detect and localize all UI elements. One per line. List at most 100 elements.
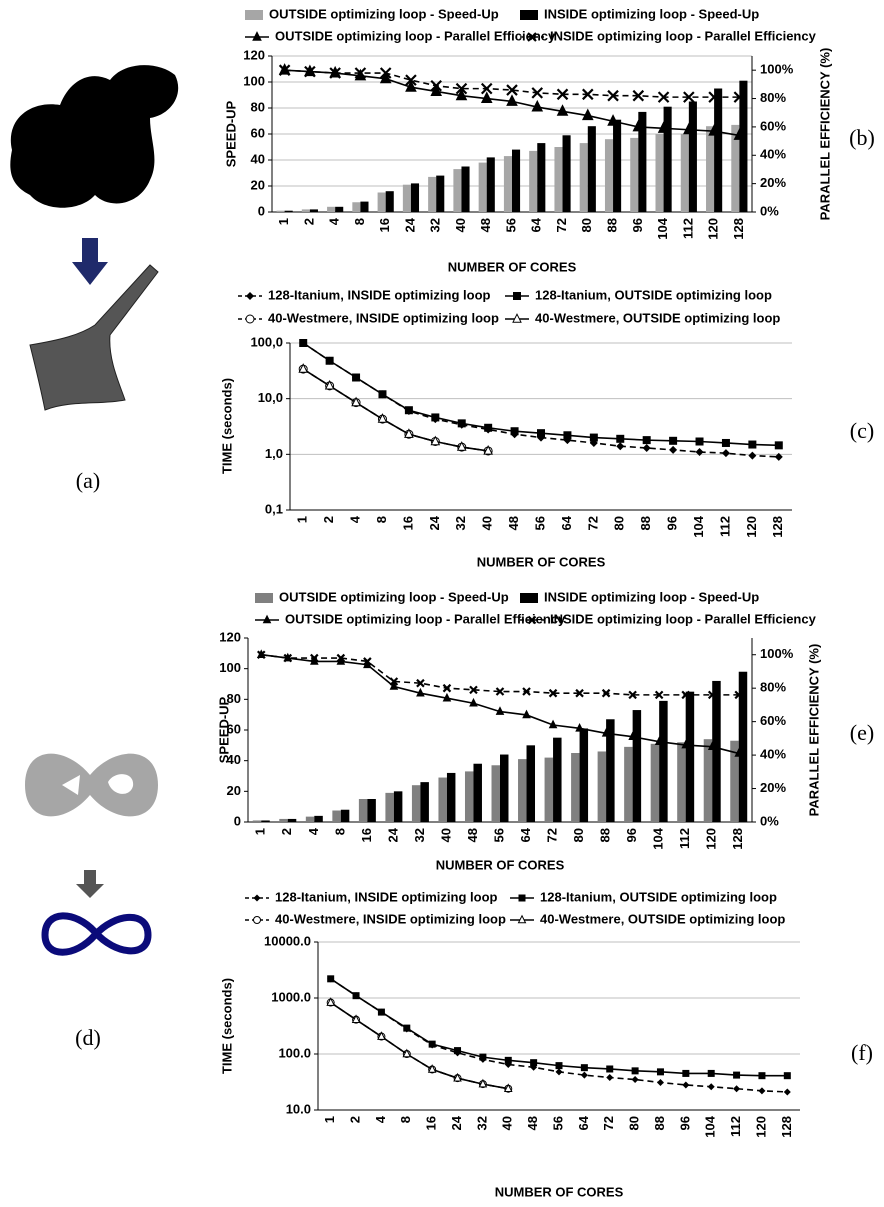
marker [601, 728, 611, 737]
y-tick-label: 80 [227, 691, 241, 706]
y-tick-label: 40 [227, 752, 241, 767]
marker [707, 690, 717, 700]
x-tick-label: 8 [374, 516, 389, 523]
bar [377, 192, 386, 212]
marker [378, 390, 387, 399]
marker [430, 80, 442, 92]
marker [479, 1053, 487, 1061]
marker [478, 1078, 488, 1088]
marker [431, 413, 440, 422]
panel-label: (e) [850, 720, 874, 745]
marker [555, 1062, 563, 1070]
marker [708, 124, 720, 136]
marker [506, 94, 518, 106]
marker [575, 688, 584, 698]
marker [253, 894, 261, 902]
bar [579, 728, 589, 822]
marker [456, 441, 467, 451]
x-tick-label: 8 [352, 218, 367, 225]
marker [606, 1065, 614, 1073]
marker [404, 406, 413, 415]
bar [410, 183, 420, 212]
marker [379, 67, 392, 79]
marker [632, 89, 645, 102]
legend-label: 128-Itanium, OUTSIDE optimizing loop [540, 889, 777, 904]
marker [656, 1078, 664, 1086]
legend-label: OUTSIDE optimizing loop - Parallel Effic… [275, 28, 556, 43]
marker [707, 1083, 715, 1091]
legend-label: 128-Itanium, INSIDE optimizing loop [268, 287, 491, 302]
marker [682, 1069, 690, 1077]
marker [389, 677, 399, 686]
bar [571, 753, 580, 822]
x-tick-label: 40 [480, 516, 495, 530]
y-axis-title: TIME (seconds) [219, 378, 234, 474]
bar [630, 137, 639, 212]
marker [427, 1064, 437, 1073]
y-tick-label: 80 [251, 99, 265, 114]
marker [377, 1031, 386, 1040]
marker [669, 445, 678, 454]
marker [416, 678, 425, 688]
x-tick-label: 2 [347, 1116, 362, 1123]
marker [607, 114, 619, 126]
marker [352, 373, 361, 382]
marker [363, 657, 372, 666]
y2-tick-label: 60% [760, 118, 786, 133]
line [330, 978, 788, 1077]
marker [283, 653, 293, 663]
x-tick-label: 56 [491, 828, 506, 842]
marker [430, 435, 441, 446]
line [302, 368, 489, 452]
marker [548, 688, 558, 698]
y-tick-label: 0 [258, 203, 265, 218]
marker [758, 1087, 766, 1095]
legend-label: INSIDE optimizing loop - Speed-Up [544, 589, 759, 604]
marker [457, 419, 466, 428]
x-tick-label: 48 [525, 1116, 540, 1130]
x-axis-title: NUMBER OF CORES [477, 554, 606, 569]
bar [438, 777, 447, 822]
legend-label: INSIDE optimizing loop - Parallel Effici… [550, 28, 817, 43]
bar [712, 680, 721, 822]
marker [707, 1069, 715, 1077]
marker [734, 748, 744, 757]
bar [411, 785, 421, 822]
bar [352, 202, 361, 212]
x-tick-label: 2 [279, 828, 294, 835]
bar [314, 815, 323, 822]
bar [688, 101, 697, 212]
marker [695, 448, 704, 457]
x-tick-label: 96 [677, 1116, 692, 1130]
x-tick-label: 48 [465, 828, 480, 842]
marker [580, 1071, 588, 1079]
marker [707, 741, 717, 751]
y-tick-label: 60 [251, 125, 265, 140]
bar [461, 166, 470, 212]
line [330, 1001, 509, 1090]
bar [606, 719, 615, 822]
bar [402, 184, 411, 212]
x-tick-label: 120 [744, 516, 759, 538]
x-axis-title: NUMBER OF CORES [436, 857, 565, 872]
y-tick-label: 100,0 [250, 334, 283, 349]
marker [628, 731, 637, 740]
marker [430, 84, 443, 96]
bar [680, 134, 689, 212]
bar [730, 740, 739, 822]
marker [733, 1071, 741, 1079]
marker [580, 1064, 588, 1072]
x-tick-label: 120 [706, 218, 721, 240]
bar [358, 799, 368, 822]
x-tick-label: 80 [571, 828, 586, 842]
legend-label: 40-Westmere, OUTSIDE optimizing loop [535, 310, 780, 325]
x-tick-label: 16 [359, 828, 374, 842]
bar [659, 700, 668, 822]
bar [604, 139, 614, 212]
marker [495, 706, 505, 715]
marker [310, 653, 319, 663]
bar [529, 150, 538, 212]
x-tick-label: 16 [424, 1116, 439, 1130]
marker [721, 438, 730, 447]
marker [379, 71, 392, 84]
